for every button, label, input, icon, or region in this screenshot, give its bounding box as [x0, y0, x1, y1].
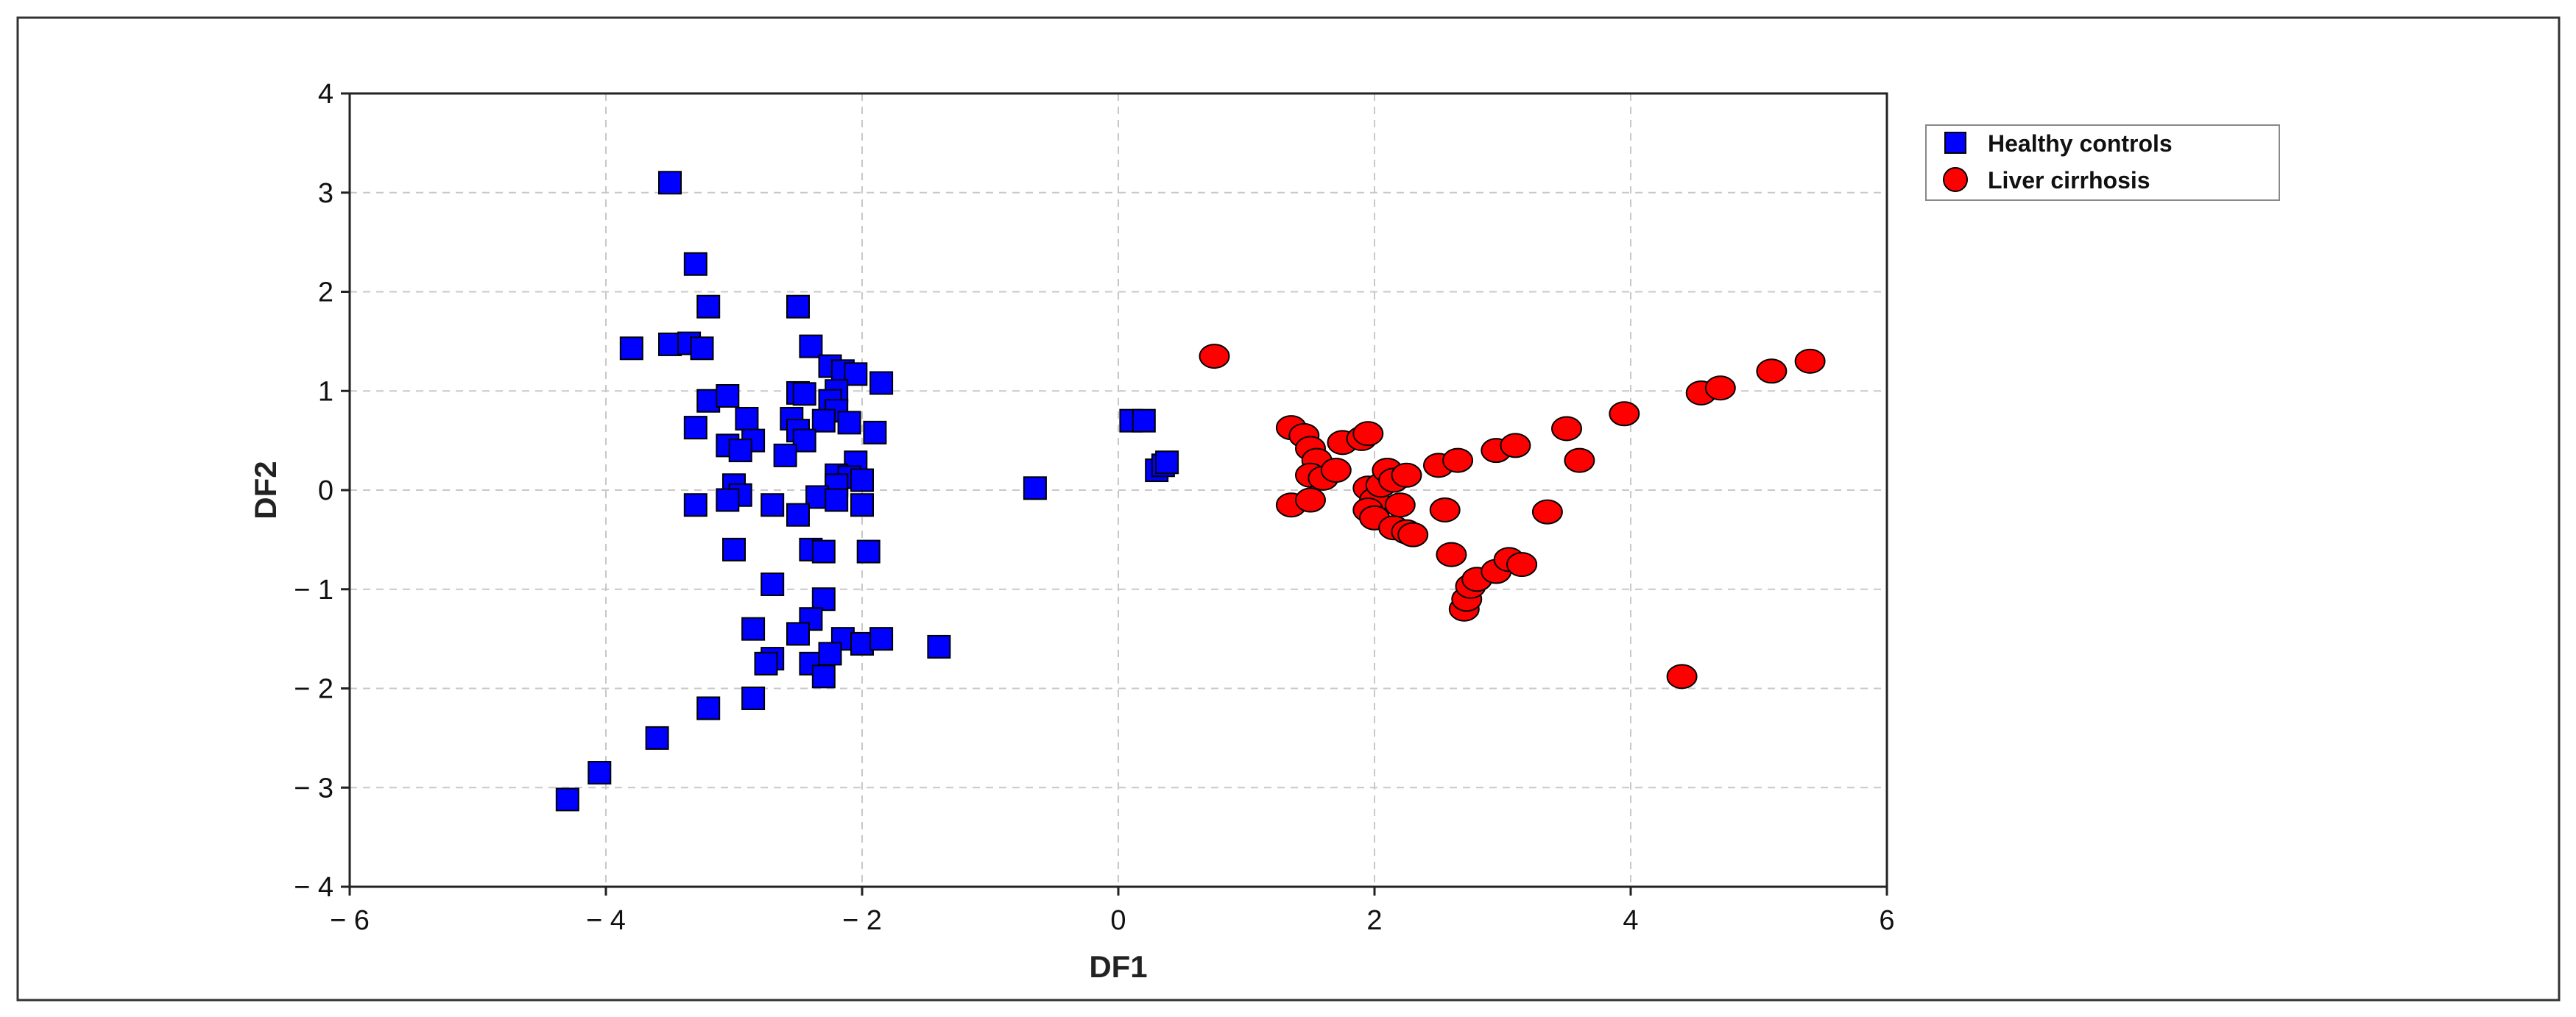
point-liver-cirrhosis	[1551, 416, 1582, 442]
legend-label-liver-cirrhosis: Liver cirrhosis	[1988, 167, 2150, 194]
point-healthy-controls	[619, 336, 643, 361]
point-healthy-controls	[844, 362, 868, 386]
point-healthy-controls	[683, 416, 707, 440]
point-liver-cirrhosis	[1666, 664, 1698, 690]
point-healthy-controls	[1132, 408, 1156, 433]
point-liver-cirrhosis	[1320, 458, 1352, 483]
y-tick-label: 4	[318, 79, 334, 110]
point-liver-cirrhosis	[1500, 433, 1531, 458]
point-healthy-controls	[696, 389, 721, 413]
point-liver-cirrhosis	[1794, 348, 1826, 374]
x-tick-label: 0	[1110, 905, 1126, 936]
legend-label-healthy-controls: Healthy controls	[1988, 130, 2173, 157]
point-healthy-controls	[863, 420, 887, 444]
point-liver-cirrhosis	[1531, 499, 1563, 525]
point-healthy-controls	[837, 411, 861, 435]
y-tick-label: 1	[318, 376, 334, 407]
point-healthy-controls	[587, 761, 612, 785]
point-healthy-controls	[850, 468, 874, 492]
point-liver-cirrhosis	[1609, 401, 1640, 427]
point-healthy-controls	[856, 539, 881, 564]
point-healthy-controls	[722, 537, 746, 561]
point-healthy-controls	[927, 634, 951, 659]
x-axis-title: DF1	[1089, 949, 1147, 984]
point-healthy-controls	[850, 493, 874, 517]
y-tick-label: 3	[318, 178, 334, 209]
y-tick-label: − 2	[294, 674, 334, 705]
point-healthy-controls	[786, 503, 810, 527]
point-healthy-controls	[850, 631, 874, 656]
point-healthy-controls	[555, 787, 579, 812]
point-healthy-controls	[761, 573, 785, 597]
point-healthy-controls	[786, 622, 810, 646]
point-healthy-controls	[754, 651, 778, 676]
point-healthy-controls	[811, 539, 836, 564]
point-healthy-controls	[645, 726, 669, 750]
y-tick-label: 0	[318, 475, 334, 506]
y-tick-label: − 3	[294, 773, 334, 804]
point-healthy-controls	[696, 294, 721, 319]
point-healthy-controls	[869, 627, 894, 651]
grid-lines	[350, 93, 1887, 887]
point-healthy-controls	[792, 428, 816, 453]
point-healthy-controls	[696, 696, 721, 720]
x-tick-label: − 2	[842, 905, 882, 936]
x-tick-label: − 6	[330, 905, 370, 936]
point-healthy-controls	[741, 617, 766, 641]
legend-marker-liver-cirrhosis	[1943, 167, 1968, 192]
x-tick-label: 2	[1366, 905, 1382, 936]
point-liver-cirrhosis	[1397, 522, 1429, 548]
point-liver-cirrhosis	[1199, 344, 1230, 369]
point-liver-cirrhosis	[1756, 358, 1788, 384]
point-healthy-controls	[799, 334, 823, 358]
legend: Healthy controls Liver cirrhosis	[1925, 124, 2280, 201]
point-liver-cirrhosis	[1564, 447, 1595, 473]
x-tick-label: − 4	[586, 905, 626, 936]
y-tick-label: − 4	[294, 872, 334, 903]
x-tick-label: 4	[1623, 905, 1638, 936]
x-tick-label: 6	[1879, 905, 1894, 936]
point-liver-cirrhosis	[1442, 447, 1474, 473]
legend-box	[1925, 124, 2280, 201]
point-healthy-controls	[683, 493, 707, 517]
point-liver-cirrhosis	[1436, 542, 1467, 567]
point-liver-cirrhosis	[1352, 421, 1384, 447]
point-healthy-controls	[818, 642, 842, 666]
point-healthy-controls	[761, 493, 785, 517]
point-healthy-controls	[1155, 450, 1179, 475]
y-tick-label: 2	[318, 277, 334, 308]
point-healthy-controls	[869, 371, 894, 395]
point-healthy-controls	[658, 171, 682, 195]
point-liver-cirrhosis	[1506, 552, 1538, 578]
point-healthy-controls	[825, 488, 849, 512]
y-axis-title: DF2	[248, 461, 283, 519]
point-healthy-controls	[811, 665, 836, 689]
point-liver-cirrhosis	[1704, 375, 1736, 401]
point-healthy-controls	[811, 587, 836, 612]
legend-marker-healthy-controls	[1944, 132, 1966, 154]
y-tick-label: − 1	[294, 575, 334, 606]
point-healthy-controls	[683, 252, 707, 276]
point-healthy-controls	[728, 439, 752, 463]
data-points	[555, 171, 1826, 812]
point-healthy-controls	[741, 686, 766, 710]
point-healthy-controls	[792, 382, 816, 406]
point-liver-cirrhosis	[1391, 462, 1422, 488]
point-healthy-controls	[716, 488, 740, 512]
point-healthy-controls	[811, 408, 836, 433]
point-healthy-controls	[773, 443, 797, 467]
point-liver-cirrhosis	[1384, 492, 1416, 518]
point-liver-cirrhosis	[1295, 487, 1326, 513]
point-healthy-controls	[786, 294, 810, 319]
point-healthy-controls	[690, 336, 714, 361]
point-liver-cirrhosis	[1429, 497, 1461, 522]
point-healthy-controls	[1023, 476, 1047, 500]
point-healthy-controls	[735, 406, 759, 430]
point-healthy-controls	[716, 383, 740, 408]
